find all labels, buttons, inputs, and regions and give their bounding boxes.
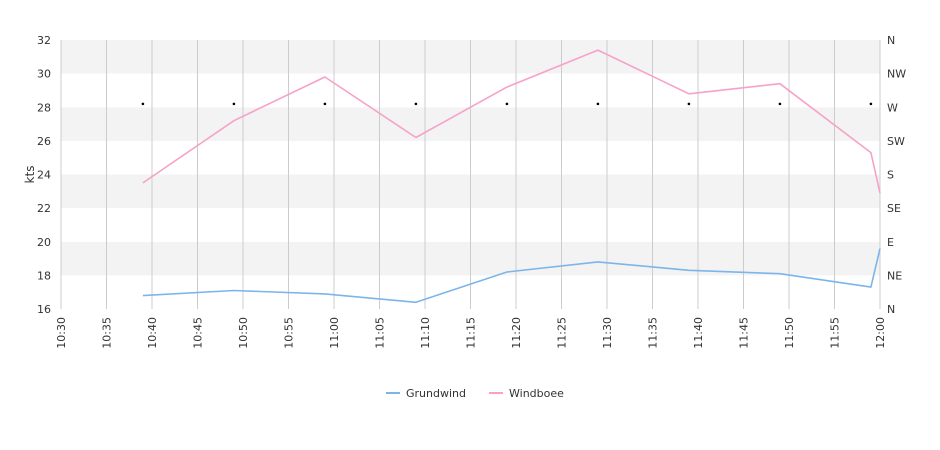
right-tick-label: S (887, 169, 894, 182)
direction-marker (505, 102, 509, 106)
right-tick-label: N (887, 303, 895, 316)
x-tick-label: 11:50 (783, 317, 796, 349)
y-axis-ticks: 16 18 20 22 24 26 28 30 32 (37, 34, 51, 316)
series-line-windboee[interactable] (142, 49, 881, 194)
x-tick-label: 10:50 (237, 317, 250, 349)
right-tick-label: SE (887, 202, 901, 215)
x-tick-label: 11:45 (738, 317, 751, 349)
x-axis-ticks: 10:30 10:35 10:40 10:45 10:50 10:55 11:00 11:05… (55, 317, 887, 349)
right-tick-label: W (887, 101, 898, 114)
y-tick-label: 24 (37, 169, 51, 182)
x-tick-label: 11:25 (556, 317, 569, 349)
direction-marker (778, 102, 782, 106)
x-tick-label: 11:05 (374, 317, 387, 349)
x-tick-label: 11:40 (692, 317, 705, 349)
direction-marker (687, 102, 691, 106)
x-tick-label: 12:00 (874, 317, 887, 349)
x-tick-label: 10:45 (192, 317, 205, 349)
direction-marker (596, 102, 600, 106)
x-tick-label: 10:35 (101, 317, 114, 349)
right-tick-label: SW (887, 135, 905, 148)
right-tick-label: N (887, 34, 895, 47)
x-tick-label: 11:10 (419, 317, 432, 349)
y-tick-label: 22 (37, 202, 51, 215)
right-tick-label: NW (887, 68, 906, 81)
x-tick-label: 11:30 (601, 317, 614, 349)
y-axis-label: kts (23, 166, 37, 184)
right-axis-ticks: N NW W SW S SE E NE N (887, 34, 906, 316)
y-tick-label: 30 (37, 68, 51, 81)
legend-item-label[interactable]: Windboee (509, 387, 564, 400)
y-tick-label: 32 (37, 34, 51, 47)
series-lines (142, 49, 881, 304)
direction-marker (232, 102, 236, 106)
y-tick-label: 26 (37, 135, 51, 148)
y-tick-label: 18 (37, 269, 51, 282)
right-tick-label: NE (887, 269, 902, 282)
x-tick-label: 11:00 (328, 317, 341, 349)
x-tick-label: 11:20 (510, 317, 523, 349)
direction-marker (869, 102, 873, 106)
x-tick-label: 10:30 (55, 317, 68, 349)
direction-markers (141, 102, 873, 106)
legend[interactable]: Grundwind Windboee (386, 387, 564, 400)
vertical-grid (60, 40, 881, 309)
right-tick-label: E (887, 236, 894, 249)
direction-marker (414, 102, 418, 106)
series-line-grundwind[interactable] (142, 248, 881, 304)
legend-item-label[interactable]: Grundwind (406, 387, 466, 400)
y-tick-label: 20 (37, 236, 51, 249)
x-tick-label: 10:40 (146, 317, 159, 349)
x-tick-label: 11:35 (647, 317, 660, 349)
direction-marker (323, 102, 327, 106)
x-tick-label: 11:55 (829, 317, 842, 349)
y-tick-label: 28 (37, 101, 51, 114)
direction-marker (141, 102, 145, 106)
x-tick-label: 10:55 (283, 317, 296, 349)
y-tick-label: 16 (37, 303, 51, 316)
x-tick-label: 11:15 (465, 317, 478, 349)
